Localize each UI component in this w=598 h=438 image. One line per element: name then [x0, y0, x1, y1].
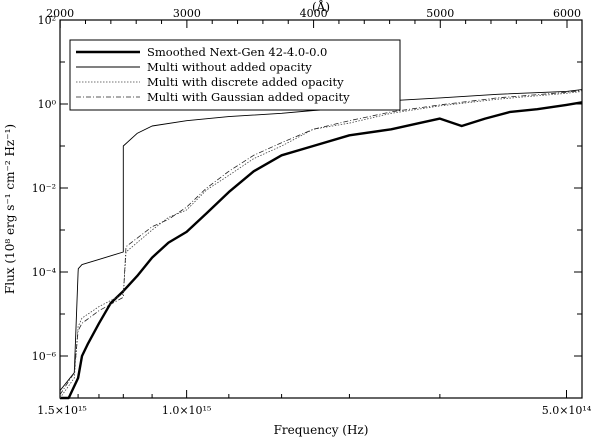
series-line-1: [60, 101, 583, 400]
series-line-3: [59, 91, 583, 399]
top-axis-title: (Å): [312, 0, 330, 14]
top-tick-label: 6000: [553, 7, 581, 20]
series-layer: [59, 89, 583, 400]
legend-label: Smoothed Next-Gen 42-4.0-0.0: [147, 45, 327, 59]
y-tick-label: 10⁻²: [32, 182, 56, 195]
x-tick-label: 5.0×10¹⁴: [542, 404, 592, 417]
legend-label: Multi with Gaussian added opacity: [147, 90, 350, 104]
y-tick-label: 10⁻⁴: [32, 266, 57, 279]
y-axis-title: Flux (10⁸ erg s⁻¹ cm⁻² Hz⁻¹): [3, 124, 17, 294]
plot-frame: [59, 19, 583, 399]
y-tick-label: 10⁻⁶: [32, 350, 57, 363]
x-tick-label: 1.5×10¹⁵: [37, 404, 87, 417]
legend-label: Multi with discrete added opacity: [147, 75, 344, 89]
x-axis-title: Frequency (Hz): [274, 423, 369, 437]
series-line-2: [59, 89, 583, 391]
legend-label: Multi without added opacity: [147, 60, 312, 74]
top-tick-label: 4000: [300, 7, 328, 20]
top-tick-label: 5000: [426, 7, 454, 20]
ticks-layer: 1.5×10¹⁵ 1.0×10¹⁵ 5.0×10¹⁴ 2000 3000 4000 5000…: [32, 7, 592, 417]
y-tick-label: 10²: [38, 14, 56, 27]
top-tick-label: 2000: [46, 7, 74, 20]
x-tick-label: 1.0×10¹⁵: [162, 404, 212, 417]
top-tick-label: 3000: [173, 7, 201, 20]
y-tick-label: 10⁰: [38, 98, 57, 111]
series-line-4: [59, 90, 583, 395]
